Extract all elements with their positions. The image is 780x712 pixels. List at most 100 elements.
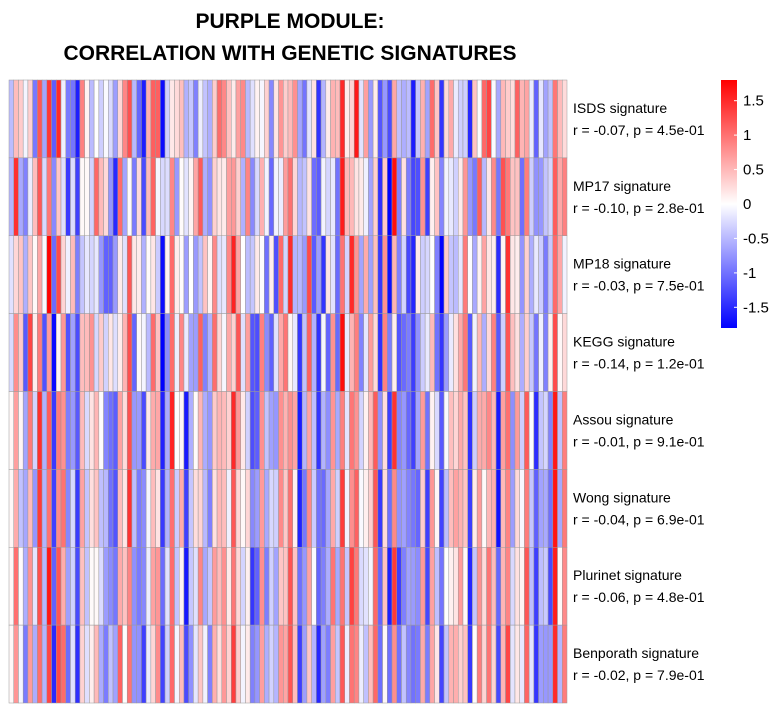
heatmap-cell [216,157,223,237]
heatmap-cell [396,547,402,626]
heatmap-cell [405,235,412,314]
heatmap-cell [510,469,516,548]
heatmap-cell [131,391,137,470]
heatmap-cell [495,391,502,470]
heatmap-cell [268,624,275,704]
heatmap-cell [562,469,568,548]
heatmap-cell [93,547,100,626]
heatmap-cell [283,79,289,159]
heatmap-cell [335,624,341,704]
heatmap-cell [235,313,241,392]
heatmap-cell [164,79,171,159]
heatmap-cell [420,313,426,392]
heatmap-cell [245,391,251,470]
heatmap-cell [122,79,128,159]
heatmap-cell [183,313,189,392]
heatmap-cell [65,157,71,237]
heatmap-cell [8,624,14,704]
heatmap-cell [221,157,227,237]
heatmap-cell [543,79,549,159]
heatmap-cell [344,79,350,159]
heatmap-cell [372,235,379,314]
heatmap-cell [505,624,511,704]
heatmap-cell [283,157,289,237]
heatmap-cell [481,547,487,626]
heatmap-cell [543,391,549,470]
heatmap-cell [145,469,152,548]
heatmap-cell [519,235,525,314]
heatmap-cell [368,469,374,548]
heatmap-cell [22,469,29,548]
heatmap-cell [212,547,218,626]
heatmap-cell [368,624,374,704]
heatmap-cell [245,157,251,237]
heatmap-cell [27,547,33,626]
heatmap-cell [500,157,506,237]
heatmap-cell [519,547,525,626]
heatmap-cell [136,469,142,548]
heatmap-cell [207,469,213,548]
heatmap-cell [131,469,137,548]
heatmap-cell [505,469,511,548]
heatmap-cell [510,391,516,470]
heatmap-cell [193,235,199,314]
heatmap-cell [292,313,298,392]
heatmap-cell [495,547,502,626]
heatmap-cell [491,235,497,314]
heatmap-cell [216,235,223,314]
heatmap-cell [467,79,473,159]
heatmap-cell [155,313,161,392]
heatmap-cell [56,313,62,392]
heatmap-cell [557,79,563,159]
heatmap-cell [126,235,133,314]
heatmap-cell [495,235,502,314]
heatmap-cell [51,469,57,548]
legend-tick-label: -1.5 [743,299,769,316]
heatmap-cell [457,624,464,704]
heatmap-cell [301,79,308,159]
heatmap-cell [155,157,161,237]
heatmap-cell [401,547,407,626]
heatmap-cell [27,469,33,548]
heatmap-cell [145,235,152,314]
heatmap-cell [443,157,450,237]
heatmap-cell [197,469,204,548]
heatmap-cells [8,79,568,704]
heatmap-cell [18,391,24,470]
heatmap-cell [353,157,360,237]
legend-tick-label: 0.5 [743,162,764,179]
heatmap-cell [472,547,478,626]
heatmap-cell [387,157,393,237]
heatmap-cell [51,547,57,626]
heatmap-cell [93,313,100,392]
heatmap-cell [330,624,336,704]
heatmap-cell [145,624,152,704]
heatmap-cell [514,235,520,314]
heatmap-cell [424,624,431,704]
heatmap-cell [557,624,563,704]
heatmap-cell [410,469,416,548]
heatmap-cell [41,157,48,237]
heatmap-cell [439,547,445,626]
heatmap-cell [424,235,431,314]
heatmap-cell [278,79,284,159]
heatmap-cell [415,547,421,626]
heatmap-cell [486,624,492,704]
heatmap-cell [363,469,369,548]
heatmap-cell [93,469,100,548]
heatmap-cell [56,235,62,314]
heatmap-cell [93,624,100,704]
heatmap-cell [301,469,308,548]
heatmap-cell [439,391,445,470]
heatmap-cell [401,391,407,470]
heatmap-cell [306,79,312,159]
heatmap-cell [283,313,289,392]
heatmap-cell [235,391,241,470]
heatmap-cell [174,79,180,159]
heatmap-cell [188,235,194,314]
heatmap-cell [283,391,289,470]
heatmap-cell [439,235,445,314]
heatmap-cell [420,157,426,237]
heatmap-cell [562,313,568,392]
heatmap-cell [70,235,76,314]
